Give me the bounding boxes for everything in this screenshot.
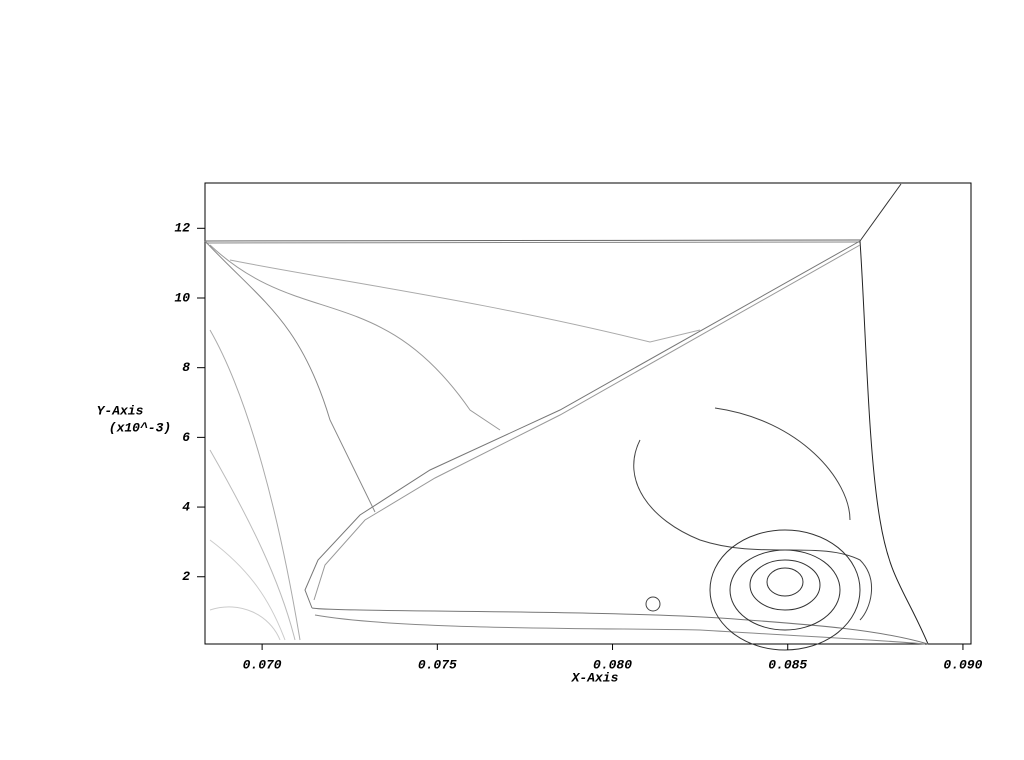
- y-tick-label: 6: [182, 430, 190, 445]
- x-tick-label: 0.090: [943, 657, 982, 672]
- y-tick-label: 10: [174, 290, 190, 305]
- contour-line: [209, 539, 286, 641]
- y-tick-label: 4: [182, 499, 190, 514]
- contour-line: [633, 439, 873, 621]
- x-tick-label: 0.080: [593, 657, 632, 672]
- x-tick-label: 0.075: [418, 657, 457, 672]
- plot-frame: [204, 182, 972, 645]
- x-tick-label: 0.070: [243, 657, 282, 672]
- contour-line: [709, 529, 861, 651]
- x-axis-label: X-Axis: [571, 670, 619, 685]
- y-tick-label: 8: [182, 360, 190, 375]
- contour-lines: [204, 183, 929, 651]
- contour-line: [209, 244, 501, 431]
- contour-line: [209, 329, 301, 641]
- contour-line: [204, 239, 861, 242]
- contour-line: [859, 183, 902, 242]
- contour-line: [204, 241, 861, 244]
- y-tick-label: 12: [174, 221, 190, 236]
- y-axis-scale: (x10^-3): [109, 420, 171, 435]
- contour-line: [729, 549, 841, 631]
- x-tick-label: 0.085: [768, 657, 807, 672]
- contour-line: [314, 614, 926, 645]
- contour-line: [313, 244, 861, 601]
- contour-line: [304, 240, 861, 609]
- contour-line: [204, 240, 376, 513]
- contour-line: [714, 407, 851, 521]
- contour-line: [229, 259, 701, 343]
- y-tick-label: 2: [182, 569, 190, 584]
- contour-line: [766, 567, 804, 597]
- contour-line: [209, 606, 281, 641]
- contour-line: [859, 240, 929, 645]
- y-axis-label: Y-Axis: [97, 403, 144, 418]
- contour-line: [645, 596, 661, 612]
- contour-line: [311, 607, 929, 645]
- contour-line: [749, 559, 821, 611]
- contour-line: [209, 449, 296, 641]
